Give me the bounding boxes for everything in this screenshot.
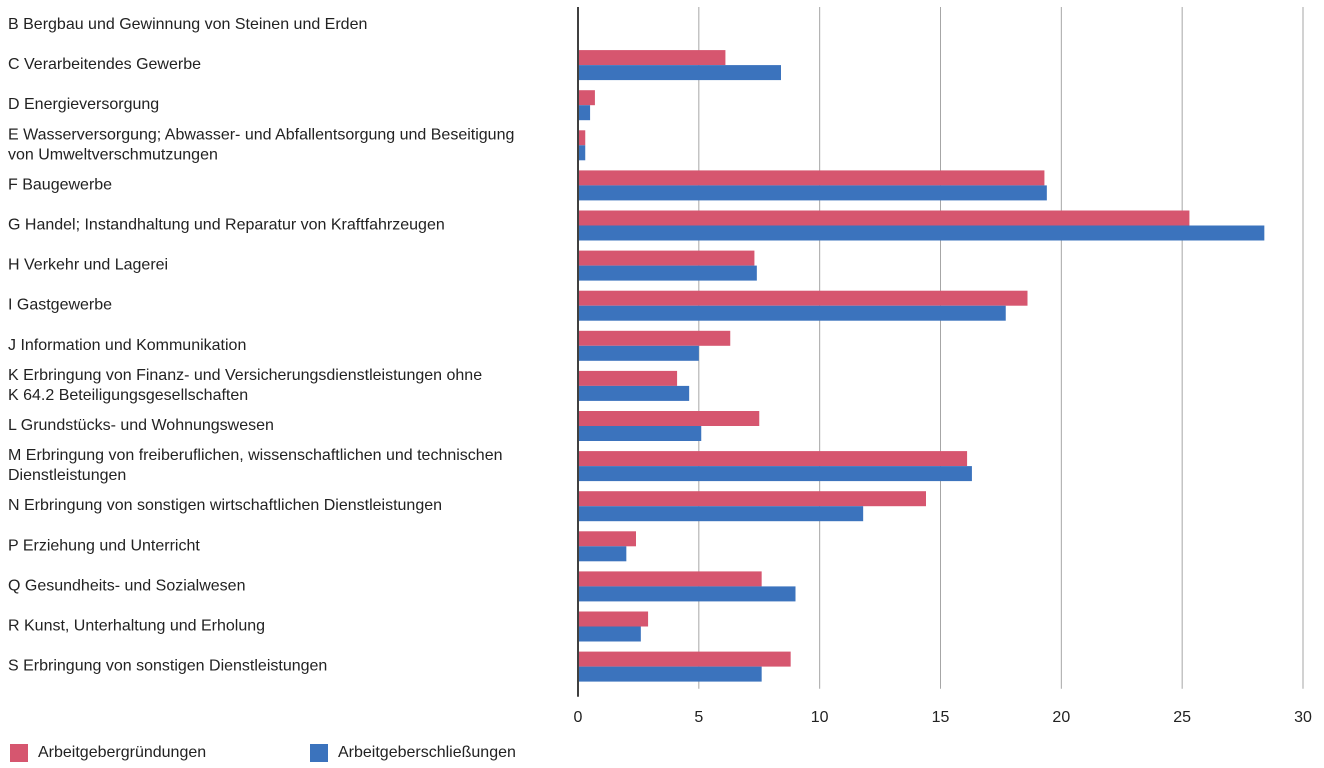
category-label: Q Gesundheits- und Sozialwesen bbox=[8, 577, 245, 594]
bar-schliessungen bbox=[578, 345, 699, 361]
category-label: G Handel; Instandhaltung und Reparatur v… bbox=[8, 217, 445, 234]
bar-gruendungen bbox=[578, 531, 636, 547]
category-label: P Erziehung und Unterricht bbox=[8, 537, 200, 554]
bar-schliessungen bbox=[578, 65, 781, 81]
x-tick-label: 15 bbox=[932, 709, 950, 726]
bar-schliessungen bbox=[578, 225, 1265, 241]
category-label: H Verkehr und Lagerei bbox=[8, 257, 168, 274]
category-label: R Kunst, Unterhaltung und Erholung bbox=[8, 618, 265, 635]
category-label: L Grundstücks- und Wohnungswesen bbox=[8, 417, 274, 434]
bar-schliessungen bbox=[578, 185, 1047, 201]
category-label: E Wasserversorgung; Abwasser- und Abfall… bbox=[8, 126, 514, 143]
bar-gruendungen bbox=[578, 491, 926, 507]
x-tick-label: 5 bbox=[694, 709, 703, 726]
bars bbox=[578, 50, 1265, 682]
legend-label-schliessungen: Arbeitgeberschließungen bbox=[338, 744, 516, 761]
x-tick-label: 10 bbox=[811, 709, 829, 726]
x-tick-label: 20 bbox=[1052, 709, 1070, 726]
bar-schliessungen bbox=[578, 305, 1006, 321]
bar-schliessungen bbox=[578, 586, 796, 602]
bar-gruendungen bbox=[578, 370, 678, 386]
legend-label-gruendungen: Arbeitgebergründungen bbox=[38, 744, 207, 761]
legend-item-schliessungen: Arbeitgeberschließungen bbox=[310, 744, 610, 762]
bar-gruendungen bbox=[578, 170, 1045, 186]
bar-gruendungen bbox=[578, 50, 726, 66]
legend-swatch-schliessungen bbox=[310, 744, 328, 762]
legend-swatch-gruendungen bbox=[10, 744, 28, 762]
category-label: C Verarbeitendes Gewerbe bbox=[8, 56, 201, 73]
bar-schliessungen bbox=[578, 385, 690, 401]
bar-chart: B Bergbau und Gewinnung von Steinen und … bbox=[8, 7, 1312, 726]
category-label: K 64.2 Beteiligungsgesellschaften bbox=[8, 387, 248, 404]
bar-schliessungen bbox=[578, 426, 702, 441]
category-label: B Bergbau und Gewinnung von Steinen und … bbox=[8, 16, 367, 33]
category-label: S Erbringung von sonstigen Dienstleistun… bbox=[8, 658, 327, 675]
bar-schliessungen bbox=[578, 265, 757, 281]
bar-schliessungen bbox=[578, 105, 591, 121]
category-label: Dienstleistungen bbox=[8, 467, 126, 484]
category-label: N Erbringung von sonstigen wirtschaftlic… bbox=[8, 497, 442, 514]
bar-gruendungen bbox=[578, 451, 968, 467]
bar-gruendungen bbox=[578, 290, 1028, 306]
bar-schliessungen bbox=[578, 666, 762, 682]
legend-item-gruendungen: Arbeitgebergründungen bbox=[10, 744, 310, 762]
bar-gruendungen bbox=[578, 250, 755, 266]
category-label: K Erbringung von Finanz- und Versicherun… bbox=[8, 367, 482, 384]
bar-schliessungen bbox=[578, 466, 972, 482]
category-label: J Information und Kommunikation bbox=[8, 337, 246, 354]
bar-schliessungen bbox=[578, 626, 641, 642]
bar-gruendungen bbox=[578, 210, 1190, 226]
bar-schliessungen bbox=[578, 546, 627, 562]
bar-gruendungen bbox=[578, 611, 649, 627]
category-label: I Gastgewerbe bbox=[8, 297, 112, 314]
bar-schliessungen bbox=[578, 145, 586, 161]
bar-gruendungen bbox=[578, 130, 586, 146]
category-labels: B Bergbau und Gewinnung von Steinen und … bbox=[8, 16, 514, 675]
legend: Arbeitgebergründungen Arbeitgeberschließ… bbox=[10, 744, 610, 762]
x-tick-label: 25 bbox=[1173, 709, 1191, 726]
x-tick-label: 0 bbox=[574, 709, 583, 726]
category-label: D Energieversorgung bbox=[8, 96, 159, 113]
bar-schliessungen bbox=[578, 506, 864, 522]
category-label: F Baugewerbe bbox=[8, 176, 112, 193]
category-label: M Erbringung von freiberuflichen, wissen… bbox=[8, 447, 503, 464]
bar-gruendungen bbox=[578, 651, 791, 667]
bar-gruendungen bbox=[578, 411, 760, 426]
bar-gruendungen bbox=[578, 330, 731, 346]
bar-gruendungen bbox=[578, 90, 595, 106]
x-tick-label: 30 bbox=[1294, 709, 1312, 726]
bar-gruendungen bbox=[578, 571, 762, 587]
category-label: von Umweltverschmutzungen bbox=[8, 146, 218, 163]
x-axis-ticks: 0 5 10 15 20 25 30 bbox=[574, 709, 1312, 726]
